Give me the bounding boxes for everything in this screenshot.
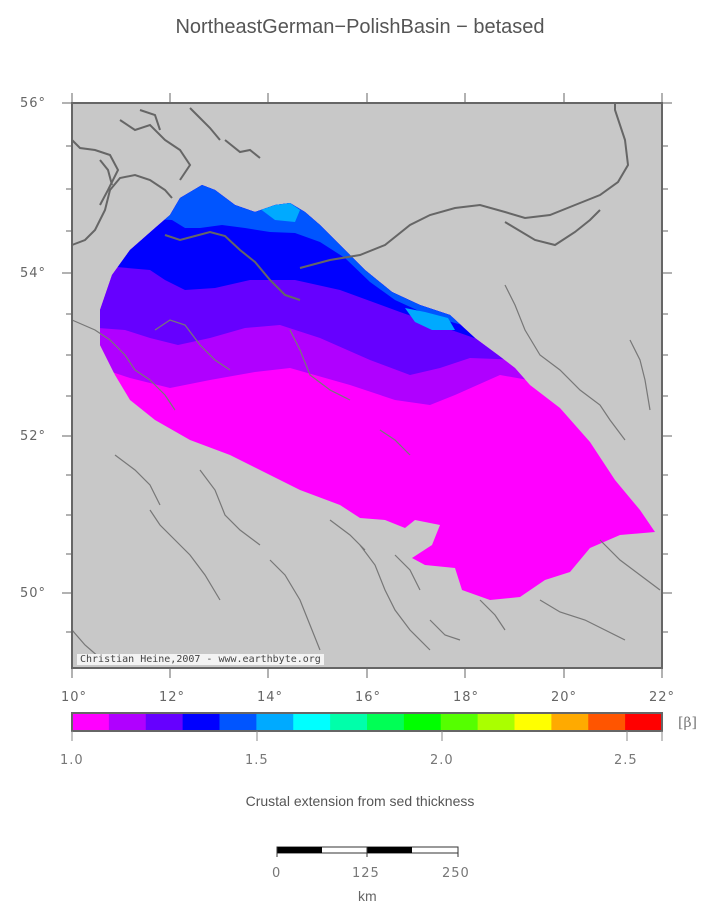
colorbar-swatch	[367, 713, 405, 731]
scale-bar	[276, 846, 459, 857]
lon-label-22: 22°	[648, 690, 676, 705]
colorbar-swatch	[330, 713, 368, 731]
colorbar-swatch	[477, 713, 515, 731]
lon-label-12: 12°	[158, 690, 186, 705]
colorbar-swatch	[145, 713, 184, 731]
colorbar	[72, 713, 663, 731]
lat-label-52: 52°	[20, 429, 47, 444]
colorbar-swatch	[256, 713, 294, 731]
lon-label-16: 16°	[354, 690, 382, 705]
colorbar-label-2-5: 2.5	[614, 753, 638, 768]
colorbar-swatch	[108, 713, 147, 731]
colorbar-swatch	[72, 713, 110, 731]
colorbar-swatch	[440, 713, 479, 731]
colorbar-frame	[71, 712, 663, 732]
colorbar-label-1-5: 1.5	[245, 753, 269, 768]
frame-ticks	[62, 93, 672, 678]
colorbar-caption: Crustal extension from sed thickness	[245, 793, 475, 809]
credit-text: Christian Heine,2007 - www.earthbyte.org	[77, 654, 324, 665]
scale-segment-3	[367, 847, 412, 853]
colorbar-unit: [β]	[678, 715, 698, 731]
lat-label-54: 54°	[20, 266, 47, 281]
colorbar-swatch	[182, 713, 220, 731]
colorbar-swatch	[403, 713, 442, 731]
colorbar-swatch	[588, 713, 626, 731]
rivers-and-borders	[71, 284, 661, 659]
coastlines	[71, 103, 630, 301]
colorbar-label-2-0: 2.0	[430, 753, 454, 768]
lon-label-18: 18°	[452, 690, 480, 705]
map-title: NortheastGerman−PolishBasin − betased	[175, 16, 545, 38]
colorbar-swatch	[219, 713, 257, 731]
lon-label-14: 14°	[256, 690, 284, 705]
zone-beta-1-5-east	[405, 308, 455, 330]
scale-label-0: 0	[272, 866, 282, 881]
lon-label-20: 20°	[550, 690, 578, 705]
scale-unit: km	[358, 888, 377, 904]
colorbar-label-1-0: 1.0	[60, 753, 84, 768]
colorbar-swatch	[625, 713, 663, 731]
scale-label-125: 125	[352, 866, 380, 881]
lat-label-50: 50°	[20, 586, 47, 601]
colorbar-ticks	[71, 731, 663, 741]
scale-segment-1	[277, 847, 322, 853]
lat-label-56: 56°	[20, 96, 47, 111]
lon-label-10: 10°	[60, 690, 88, 705]
scale-label-250: 250	[442, 866, 470, 881]
colorbar-swatch	[514, 713, 552, 731]
colorbar-swatch	[293, 713, 331, 731]
colorbar-swatch	[551, 713, 589, 731]
